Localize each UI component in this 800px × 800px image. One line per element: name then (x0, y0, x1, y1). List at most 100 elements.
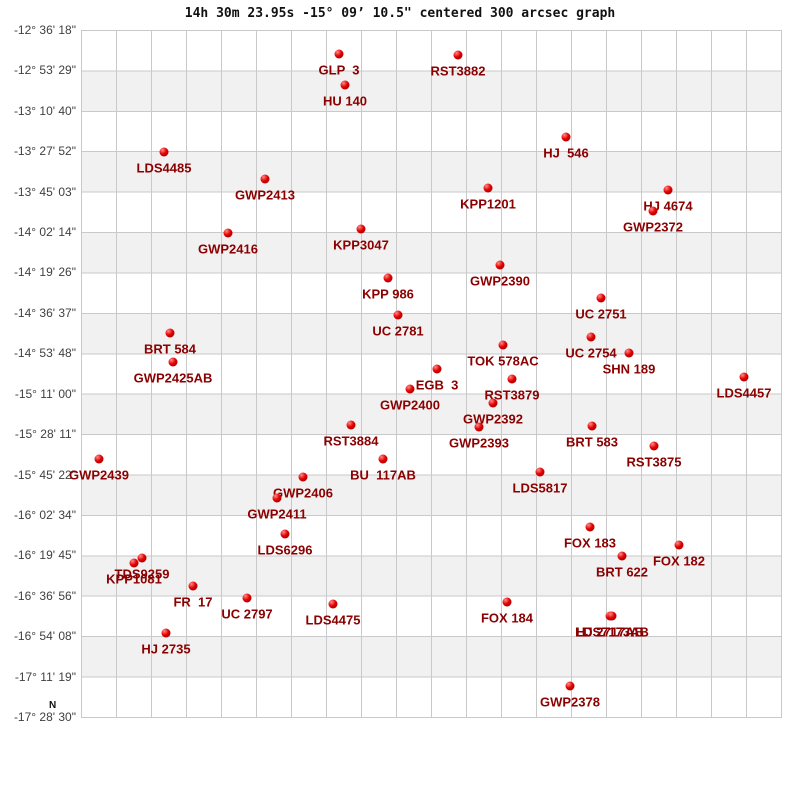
star-point[interactable]: GWP2378 (540, 681, 600, 709)
star-label: UC 2797 (221, 606, 273, 622)
star-label: GWP2411 (247, 506, 307, 522)
star-point[interactable]: UC 2797 (221, 593, 273, 621)
star-label: RST3884 (323, 433, 379, 449)
star-point[interactable]: TDS9259 (115, 553, 169, 581)
y-tick-label: -15° 45' 22" (13, 467, 76, 482)
star-point[interactable]: KPP 986 (362, 273, 414, 301)
star-point[interactable]: GWP2372 (623, 206, 683, 234)
star-point[interactable]: GLP 3 (319, 49, 359, 77)
star-label: KPP1201 (460, 196, 516, 212)
star-point[interactable]: RST3882 (431, 50, 485, 78)
star-label: GWP2393 (449, 435, 509, 451)
star-label: BU 117AB (350, 467, 416, 483)
y-tick-label: -14° 02' 14" (13, 225, 76, 240)
star-point[interactable]: RST3884 (324, 420, 378, 448)
y-tick-label: -17° 28' 30" (13, 709, 76, 724)
star-point[interactable]: FOX 182 (653, 540, 705, 568)
y-tick-label: -14° 36' 37" (13, 305, 76, 320)
star-label: FOX 184 (480, 610, 534, 626)
star-point[interactable]: BRT 622 (596, 551, 648, 579)
star-label: GWP2439 (69, 467, 129, 483)
star-point[interactable]: GWP2425AB (134, 357, 212, 385)
star-label: GWP2406 (273, 485, 333, 501)
star-label: FR 17 (173, 594, 213, 610)
y-tick-label: -14° 19' 26" (13, 265, 76, 280)
star-point[interactable]: GWP2392 (463, 398, 523, 426)
y-tick-label: -13° 27' 52" (13, 144, 76, 159)
star-label: HU 140 (322, 93, 368, 109)
star-point[interactable]: HJ 2717AB (576, 611, 644, 639)
star-point[interactable]: UC 2751 (575, 293, 627, 321)
star-point[interactable]: BRT 584 (144, 328, 196, 356)
star-point[interactable]: GWP2416 (198, 228, 258, 256)
star-label: GWP2413 (235, 187, 295, 203)
star-point[interactable]: GWP2413 (235, 174, 295, 202)
star-label: UC 2781 (372, 323, 424, 339)
y-tick-label: -12° 53' 29" (13, 63, 76, 78)
star-point[interactable]: HJ 546 (543, 132, 589, 160)
star-point[interactable]: HJ 4674 (643, 185, 693, 213)
plot-grid (81, 30, 782, 718)
star-point[interactable]: BRT 583 (566, 421, 618, 449)
star-label: BRT 584 (143, 341, 197, 357)
star-point[interactable]: GWP2411 (247, 493, 307, 521)
star-label: GWP2390 (470, 273, 530, 289)
star-label: GWP2425AB (133, 370, 213, 386)
star-label: UC 2751 (575, 306, 627, 322)
star-point[interactable]: KPP3047 (333, 224, 389, 252)
star-point[interactable]: GWP2406 (273, 472, 333, 500)
star-point[interactable]: FR 17 (173, 581, 213, 609)
star-label: LDS5817 (512, 480, 568, 496)
star-label: GWP2372 (623, 219, 683, 235)
star-label: GLP 3 (318, 62, 360, 78)
star-label: LDS6296 (257, 542, 313, 558)
star-point[interactable]: HJ 2735 (141, 628, 191, 656)
star-label: BRT 622 (595, 564, 649, 580)
star-point[interactable]: GWP2439 (69, 454, 129, 482)
star-label: GWP2416 (198, 241, 258, 257)
star-label: RST3875 (626, 454, 682, 470)
star-point[interactable]: FOX 184 (481, 597, 533, 625)
star-label: BRT 583 (565, 434, 619, 450)
y-tick-label: -16° 54' 08" (13, 629, 76, 644)
star-point[interactable]: HU 140 (323, 80, 367, 108)
star-point[interactable]: GWP2390 (470, 260, 530, 288)
star-label: UC 2754 (565, 345, 617, 361)
star-point[interactable]: RST3879 (485, 374, 539, 402)
star-label: LDS4475 (305, 612, 361, 628)
star-label: FOX 183 (563, 535, 617, 551)
star-point[interactable]: LDS4485 (137, 147, 191, 175)
star-label: RST3882 (430, 63, 486, 79)
star-label: HJ 2717AB (576, 624, 644, 640)
star-point[interactable]: BU 117AB (350, 454, 416, 482)
star-point[interactable]: GWP2393 (449, 422, 509, 450)
star-label: RST3879 (484, 387, 540, 403)
star-point[interactable]: UC 2781 (372, 310, 424, 338)
star-label: EGB 3 (415, 377, 459, 393)
star-point[interactable]: EGB 3 (416, 364, 458, 392)
y-tick-label: -14° 53' 48" (13, 346, 76, 361)
star-point[interactable]: LDS6296 (258, 529, 312, 557)
chart-title: 14h 30m 23.95s -15° 09’ 10.5" centered 3… (184, 6, 616, 21)
star-point[interactable]: LDS4457 (717, 372, 771, 400)
y-tick-label: -16° 19' 45" (13, 548, 76, 563)
y-tick-label: -15° 28' 11" (14, 427, 76, 442)
star-point[interactable]: KPP1201 (460, 183, 516, 211)
star-point[interactable]: RST3875 (627, 441, 681, 469)
star-label: KPP3047 (333, 237, 389, 253)
star-label: LDS4457 (716, 385, 772, 401)
star-label: FOX 182 (652, 553, 706, 569)
star-point[interactable]: TOK 578AC (467, 340, 539, 368)
star-point[interactable]: FOX 183 (564, 522, 616, 550)
star-point[interactable]: SHN 189 (603, 348, 655, 376)
star-point[interactable]: KPP1081 (106, 558, 162, 586)
star-point[interactable]: UC 2754 (565, 332, 617, 360)
star-point[interactable]: LDS4475 (306, 599, 360, 627)
y-tick-label: -17° 11' 19" (14, 669, 76, 684)
y-tick-label: -13° 45' 03" (13, 184, 76, 199)
star-point[interactable]: LDS5817 (513, 467, 567, 495)
star-point[interactable]: GWP2400 (380, 384, 440, 412)
star-label: HJ 2735 (141, 641, 191, 657)
star-label: TOK 578AC (467, 353, 539, 369)
star-point[interactable]: LDS7173AB (575, 611, 649, 639)
